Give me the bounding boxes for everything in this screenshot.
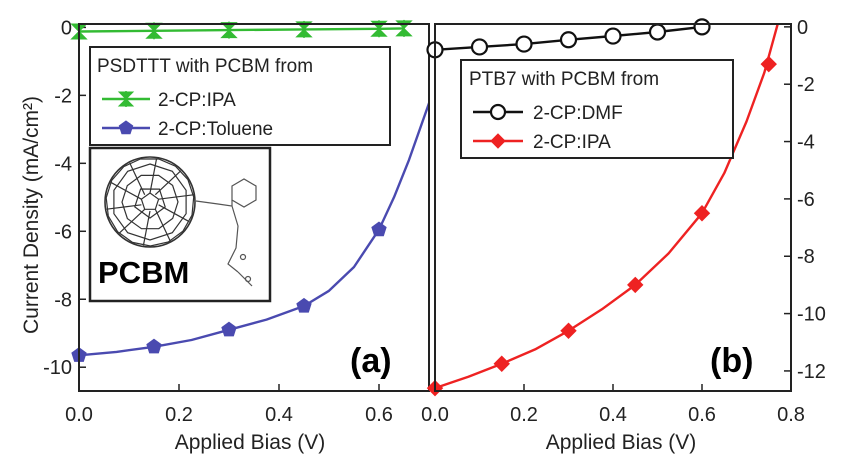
panel-a: 0 -2 -4 -6 -8 -10 0.0 0.2 0.4 0.6 Applied Bias (… — [43, 17, 430, 454]
legend-label: 2-CP:Toluene — [158, 119, 273, 140]
panel-a-legend-items: 2-CP:IPA 2-CP:Toluene — [102, 90, 273, 140]
y-tick-label: -6 — [797, 189, 815, 211]
pcbm-inset: PCBM — [88, 146, 272, 303]
data-point — [296, 297, 312, 313]
y-tick-label: -4 — [54, 153, 72, 175]
data-point — [560, 322, 577, 339]
data-point — [760, 55, 777, 73]
data-point — [559, 31, 578, 49]
panel-b-tick-marks — [434, 26, 792, 391]
series-line-2-cp-toluene — [79, 99, 429, 357]
data-point — [604, 27, 622, 45]
legend-marker — [118, 120, 134, 135]
panel-b-frame — [434, 23, 792, 392]
y-tick-label: -2 — [797, 74, 815, 96]
data-point — [515, 35, 533, 53]
legend-label: 2-CP:IPA — [533, 132, 611, 153]
data-point — [370, 20, 388, 38]
y-tick-label: -10 — [43, 357, 72, 379]
data-point — [146, 338, 162, 354]
y-tick-label: -8 — [54, 289, 72, 311]
panel-b-legend-box — [460, 59, 734, 159]
series-line-2-cp-ipa — [79, 27, 405, 33]
panel-a-legend: PSDTTT with PCBM from 2-CP:IPA 2-CP:Tolue… — [89, 46, 391, 146]
data-point — [470, 38, 489, 56]
x-tick-label: 0.2 — [165, 404, 193, 426]
legend-marker — [117, 91, 135, 107]
pcbm-inset-frame — [88, 146, 272, 303]
x-tick-label: 0.2 — [510, 404, 538, 426]
x-tick-label: 0.8 — [777, 404, 805, 426]
legend-label: 2-CP:DMF — [533, 103, 623, 124]
legend-marker — [490, 133, 506, 149]
y-tick-label: -4 — [797, 132, 815, 154]
y-tick-label: 0 — [797, 17, 808, 39]
y-tick-label: 0 — [61, 17, 72, 39]
panel-a-markers — [70, 19, 413, 362]
x-tick-label: 0.6 — [688, 404, 716, 426]
x-tick-label: 0.6 — [365, 404, 393, 426]
panel-a-legend-title: PSDTTT with PCBM from — [97, 56, 313, 77]
x-tick-label: 0.4 — [599, 404, 627, 426]
panel-a-label: (a) — [350, 342, 392, 380]
y-axis-title: Current Density (mA/cm²) — [20, 96, 43, 334]
panel-a-y-tick-labels: 0 -2 -4 -6 -8 -10 — [43, 17, 72, 379]
panel-b-x-axis-title: Applied Bias (V) — [546, 431, 697, 454]
data-point — [693, 205, 711, 222]
panel-b-x-tick-labels: 0.0 0.2 0.4 0.6 0.8 — [421, 404, 805, 426]
x-tick-label: 0.0 — [421, 404, 449, 426]
panel-a-x-tick-labels: 0.0 0.2 0.4 0.6 — [65, 404, 393, 426]
data-point — [371, 221, 387, 237]
panel-a-curves — [79, 27, 429, 357]
panel-a-x-axis-title: Applied Bias (V) — [175, 431, 326, 454]
data-point — [221, 321, 237, 337]
y-tick-label: -8 — [797, 246, 815, 268]
panel-b-legend-items: 2-CP:DMF 2-CP:IPA — [473, 103, 623, 153]
panel-a-frame — [78, 23, 430, 392]
data-point — [627, 276, 644, 294]
fullerene-molecule-icon — [104, 156, 257, 287]
y-tick-label: -2 — [54, 85, 72, 107]
legend-label: 2-CP:IPA — [158, 90, 236, 111]
panel-b: 0 -2 -4 -6 -8 -10 -12 0.0 0.2 0.4 0.6 0.8 Applied … — [421, 17, 826, 454]
panel-b-label: (b) — [710, 342, 753, 380]
panel-b-legend-title: PTB7 with PCBM from — [469, 69, 659, 90]
x-tick-label: 0.4 — [265, 404, 293, 426]
pcbm-label: PCBM — [98, 255, 189, 290]
data-point — [648, 23, 667, 41]
y-tick-label: -6 — [54, 221, 72, 243]
data-point — [693, 18, 711, 36]
panel-b-legend: PTB7 with PCBM from 2-CP:DMF 2-CP:IPA — [460, 59, 734, 159]
legend-marker — [489, 103, 507, 121]
data-point — [493, 355, 510, 372]
panel-b-y-tick-labels: 0 -2 -4 -6 -8 -10 -12 — [797, 17, 826, 383]
y-tick-label: -10 — [797, 304, 826, 326]
y-tick-label: -12 — [797, 361, 826, 383]
x-tick-label: 0.0 — [65, 404, 93, 426]
